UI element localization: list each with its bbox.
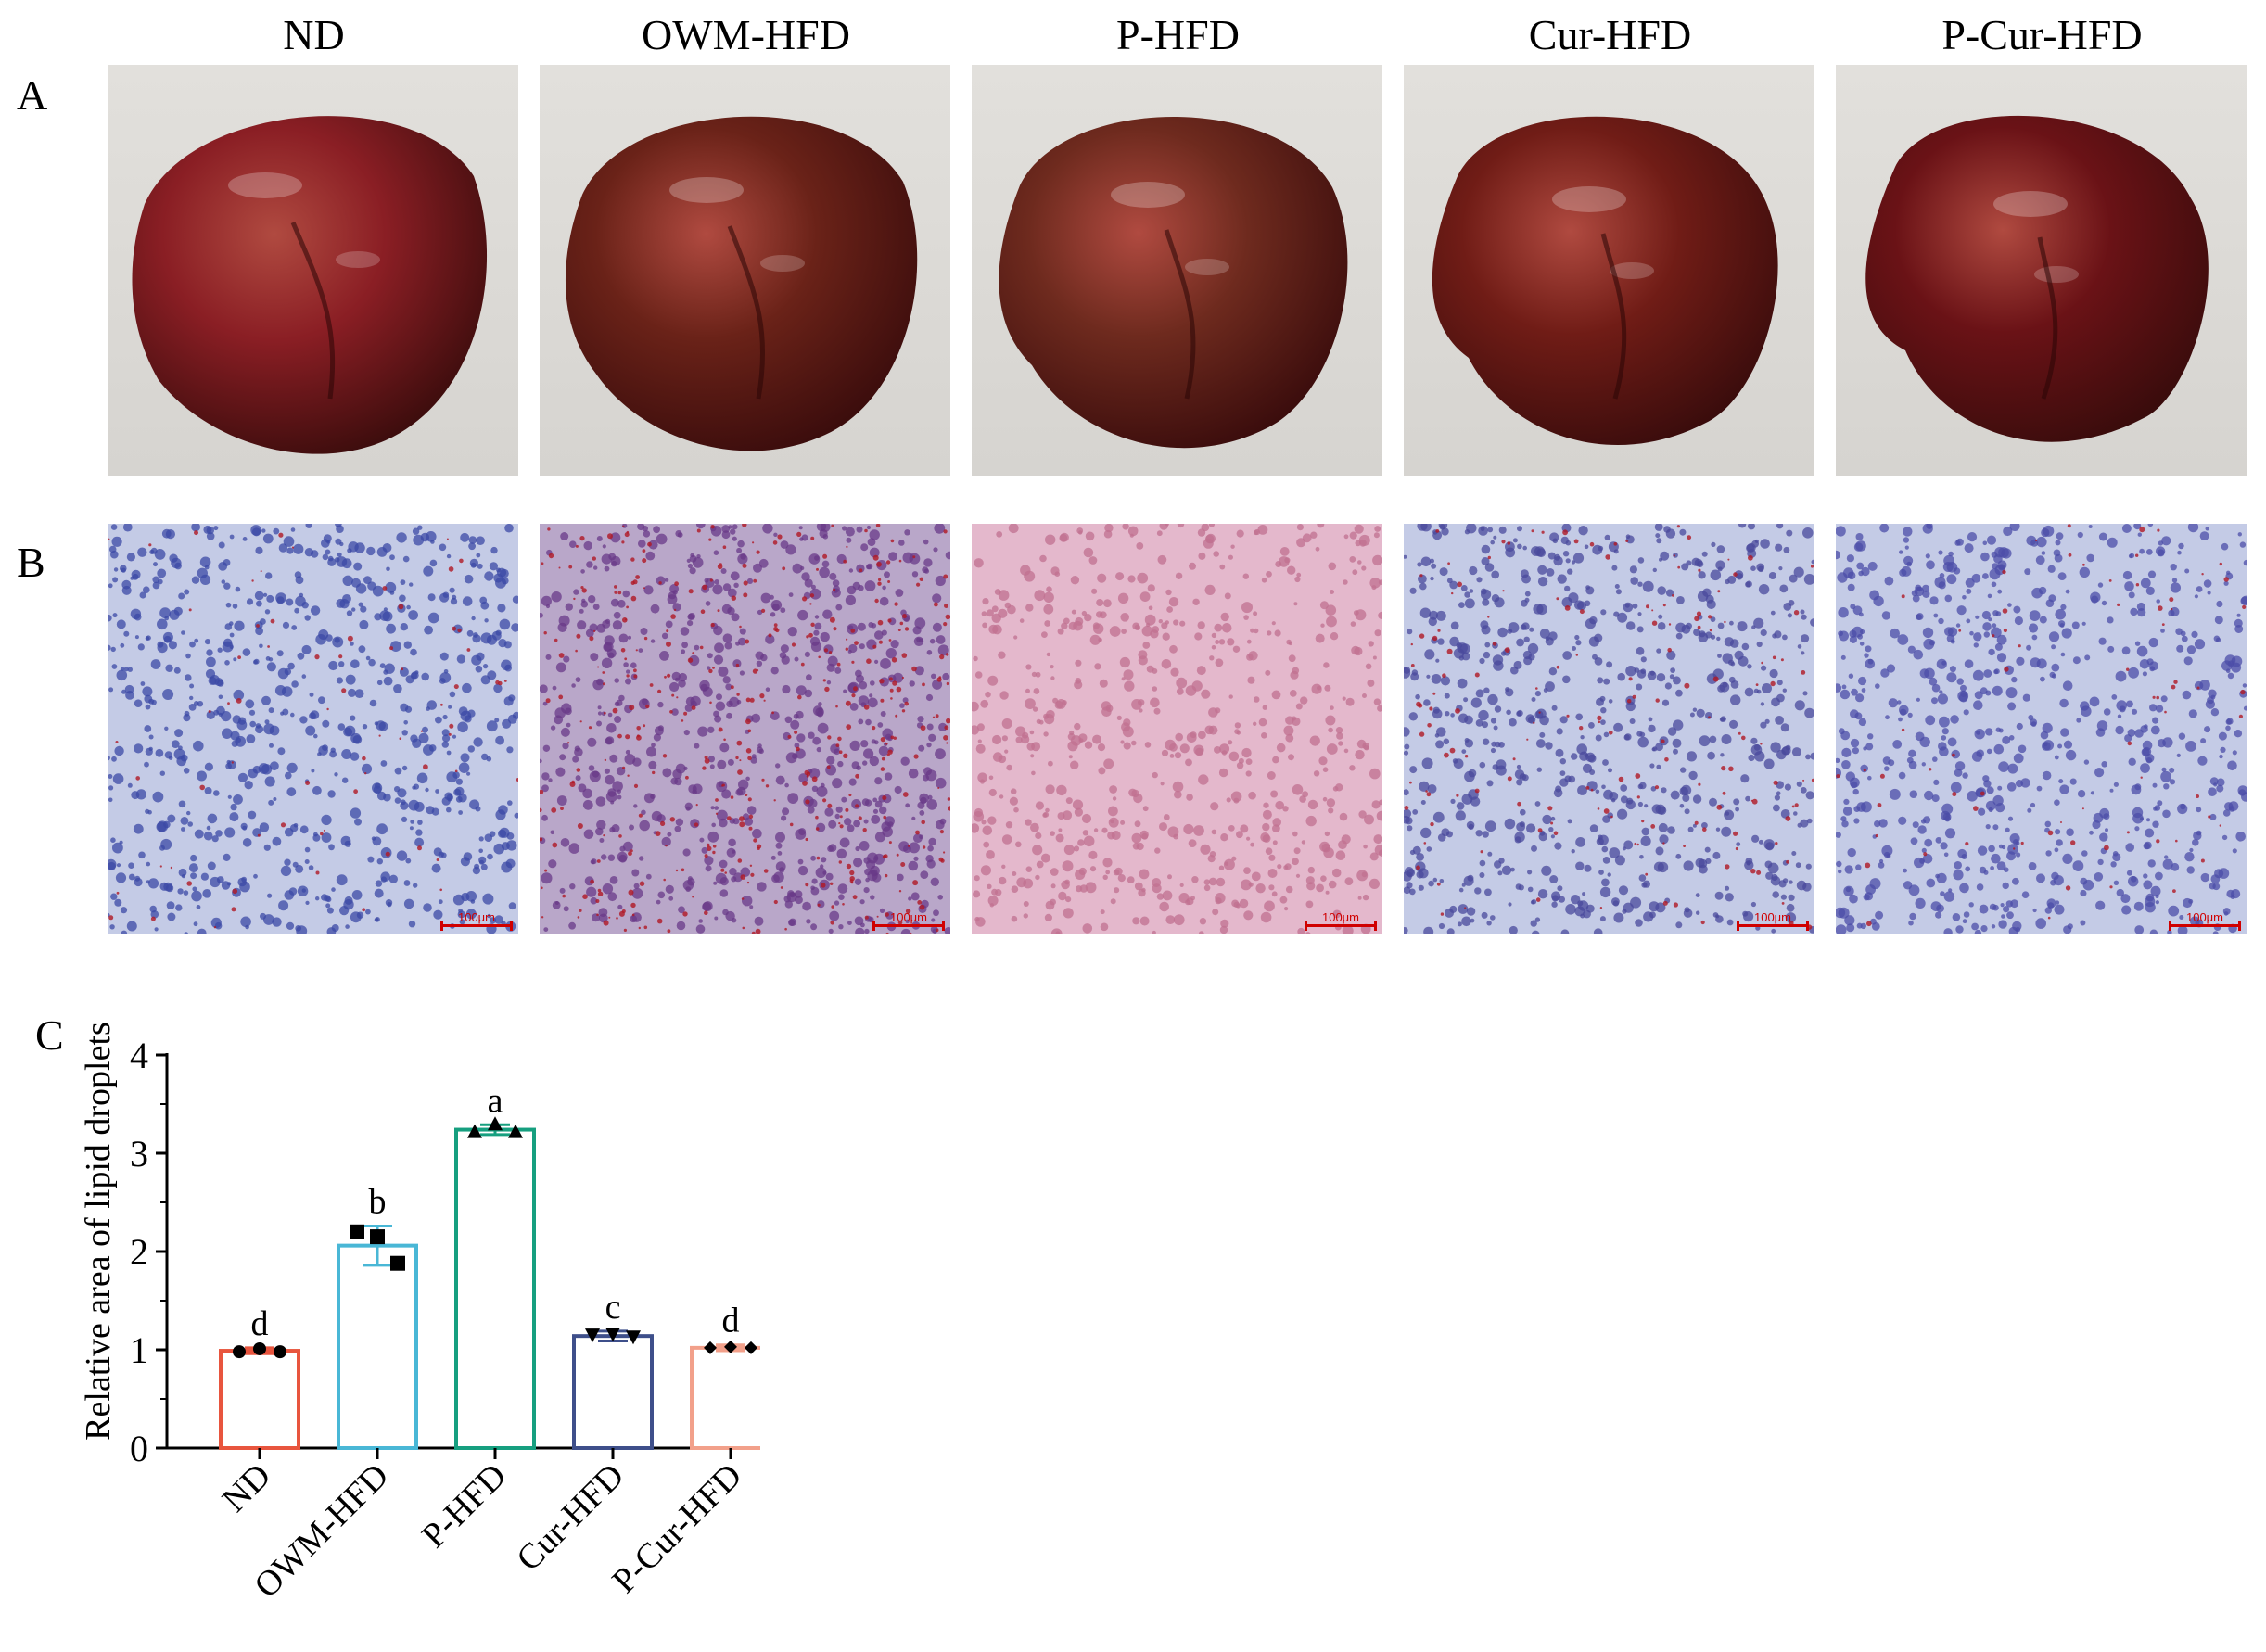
bar [219, 1349, 300, 1450]
bar [690, 1345, 760, 1451]
bar [572, 1334, 654, 1450]
panel-label-a: A [17, 71, 48, 119]
group-title: Cur-HFD [1528, 11, 1692, 58]
panel-label-c: C [35, 1011, 64, 1059]
group-title: P-Cur-HFD [1941, 11, 2143, 58]
significance-letter: b [369, 1182, 387, 1221]
group-title: OWM-HFD [642, 11, 850, 58]
significance-letter: c [605, 1288, 621, 1327]
oil-red-o-micrograph: 100μm [540, 524, 950, 934]
x-tick-label: P-HFD [414, 1456, 514, 1556]
x-tick-label: Cur-HFD [509, 1456, 631, 1579]
data-point [508, 1124, 523, 1138]
data-point [724, 1340, 737, 1353]
significance-letter: d [251, 1304, 269, 1343]
data-point [390, 1255, 405, 1271]
scale-bar: 100μm [872, 911, 945, 931]
significance-letter: d [722, 1302, 740, 1341]
y-tick-label: 4 [130, 1035, 148, 1076]
group-title: ND [283, 11, 345, 58]
data-point [350, 1224, 364, 1239]
oil-red-o-micrograph: 100μm [972, 524, 1382, 934]
liver-photo [540, 65, 950, 476]
bar [337, 1243, 418, 1451]
data-point [467, 1124, 482, 1138]
significance-letter: a [488, 1081, 503, 1120]
liver-photo [1836, 65, 2247, 476]
data-point [370, 1229, 385, 1245]
data-point [233, 1345, 246, 1359]
y-tick-label: 2 [130, 1231, 148, 1273]
data-point [605, 1328, 620, 1342]
oil-red-o-micrograph: 100μm [1404, 524, 1814, 934]
bar [454, 1127, 536, 1450]
scale-bar: 100μm [1737, 911, 1809, 931]
scale-bar: 100μm [440, 911, 513, 931]
liver-photo [972, 65, 1382, 476]
data-point [274, 1345, 286, 1359]
x-tick-label: P-Cur-HFD [605, 1456, 749, 1601]
y-tick-label: 1 [130, 1329, 148, 1371]
group-title: P-HFD [1116, 11, 1240, 58]
data-point [745, 1341, 757, 1354]
data-point [253, 1341, 266, 1355]
data-point [488, 1116, 503, 1131]
bar-chart: 0 1 2 3 4 Relative area of lipid droplets d ND b… [79, 1022, 760, 1606]
panel-label-b: B [17, 539, 45, 586]
data-point [585, 1328, 600, 1343]
liver-photo [108, 65, 518, 476]
liver-photo [1404, 65, 1814, 476]
oil-red-o-micrograph: 100μm [1836, 524, 2247, 934]
y-axis-label: Relative area of lipid droplets [79, 1022, 118, 1441]
y-tick-label: 3 [130, 1133, 148, 1175]
oil-red-o-micrograph: 100μm [108, 524, 518, 934]
data-point [626, 1330, 641, 1345]
scale-bar: 100μm [2169, 911, 2241, 931]
data-point [704, 1341, 717, 1354]
scale-bar: 100μm [1305, 911, 1377, 931]
x-tick-label: ND [215, 1456, 279, 1520]
y-tick-label: 0 [130, 1428, 148, 1469]
